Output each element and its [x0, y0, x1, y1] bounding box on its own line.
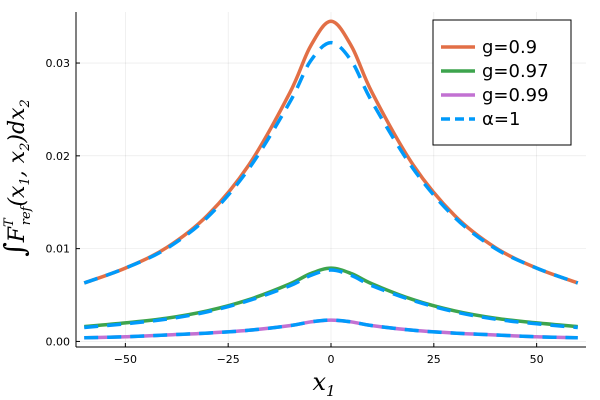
series-line: [83, 40, 579, 285]
x-tick-label: 0: [328, 353, 335, 366]
legend-label: g=0.97: [482, 61, 549, 82]
y-tick-label: 0.02: [46, 150, 71, 163]
x-tick-label: −25: [217, 353, 240, 366]
x-tick-label: −50: [114, 353, 137, 366]
legend-label: g=0.99: [482, 85, 549, 106]
legend: g=0.9 g=0.97 g=0.99 α=1: [432, 19, 572, 146]
y-axis-label: ∫FT ref(x1, x2)dx2: [0, 99, 34, 257]
legend-box: [432, 19, 572, 146]
x-tick-label: 25: [427, 353, 441, 366]
y-tick-label: 0.01: [46, 243, 71, 256]
x-tick-label: 50: [530, 353, 544, 366]
series-lines: [83, 19, 579, 340]
legend-label: g=0.9: [482, 37, 537, 58]
axes: [75, 12, 586, 348]
series-line: [84, 318, 578, 340]
y-tick-label: 0.00: [46, 335, 71, 348]
series-line: [84, 268, 578, 330]
legend-label: α=1: [482, 109, 520, 130]
x-axis-label: x1: [312, 368, 335, 400]
tick-labels: −50 −25 0 25 50 0.00 0.01 0.02 0.03: [46, 57, 544, 366]
y-tick-label: 0.03: [46, 57, 71, 70]
